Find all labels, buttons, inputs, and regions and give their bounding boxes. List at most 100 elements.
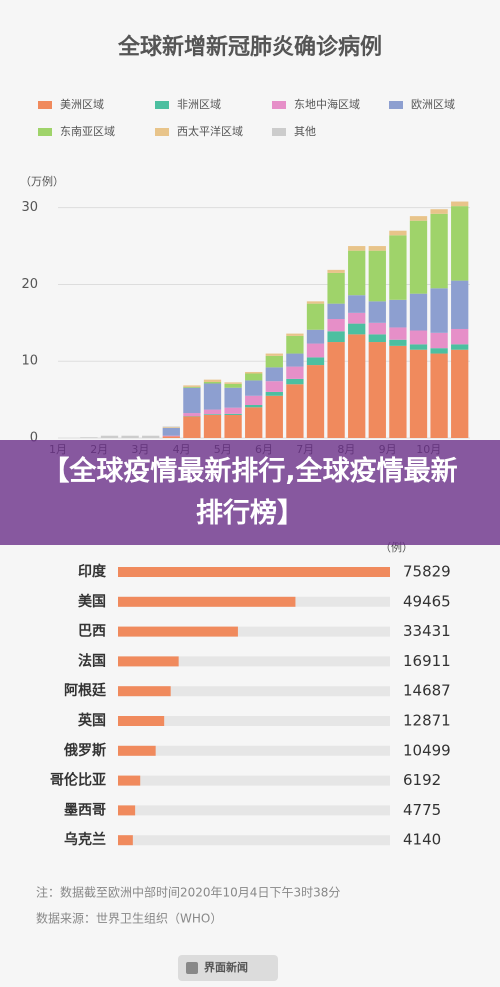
bar-segment: [224, 383, 242, 388]
bar-segment: [389, 230, 407, 236]
legend-swatch: [155, 128, 169, 136]
bar-track: [118, 656, 390, 667]
bar-segment: [409, 349, 428, 438]
bar-segment: [183, 386, 201, 388]
value-label: 33431: [403, 622, 451, 640]
bar-segment: [327, 319, 345, 332]
bar: [118, 686, 171, 697]
bar-segment: [162, 436, 180, 438]
bar: [118, 775, 141, 786]
bar-segment: [245, 380, 263, 396]
bar-segment: [286, 333, 304, 336]
bar-segment: [183, 413, 201, 417]
value-label: 16911: [403, 652, 451, 670]
bar-segment: [162, 428, 180, 436]
bar-segment: [265, 395, 283, 438]
bar-segment: [368, 301, 386, 323]
bar-segment: [286, 335, 304, 354]
bar-segment: [286, 353, 304, 367]
bar-segment: [348, 323, 366, 335]
bar-track: [118, 805, 390, 816]
bar-segment: [368, 342, 386, 438]
chart-title: 全球新增新冠肺炎确诊病例: [117, 34, 382, 60]
bar-segment: [306, 329, 325, 344]
footer-box: [178, 955, 278, 981]
footer-icon: [186, 962, 198, 974]
bar-segment: [286, 384, 304, 438]
value-label: 4775: [403, 801, 441, 819]
category-label: 美国: [78, 593, 106, 610]
bar-segment: [162, 435, 180, 437]
category-label: 印度: [78, 563, 107, 580]
bar-segment: [224, 414, 242, 438]
bar-segment: [327, 331, 345, 343]
category-label: 阿根廷: [64, 682, 107, 699]
category-label: 墨西哥: [64, 802, 106, 818]
legend-swatch: [38, 128, 52, 136]
bar-segment: [142, 435, 160, 438]
category-label: 巴西: [78, 624, 106, 640]
bar-segment: [203, 381, 222, 384]
footer-text: 界面新闻: [204, 960, 248, 974]
bar-segment: [100, 435, 119, 438]
bar-track: [118, 686, 390, 697]
bar-segment: [368, 250, 386, 302]
bar-segment: [306, 303, 325, 330]
bar-segment: [306, 357, 325, 366]
bar-segment: [451, 280, 469, 329]
y-tick-label: 20: [21, 277, 38, 292]
bar-segment: [368, 322, 386, 335]
bar-segment: [389, 327, 407, 340]
bar-segment: [203, 379, 222, 382]
bar-segment: [409, 293, 428, 331]
legend-label: 东地中海区域: [294, 97, 360, 111]
bar-segment: [265, 367, 283, 382]
bar-segment: [203, 383, 222, 410]
y-tick-label: 30: [21, 200, 38, 215]
bar-track: [118, 775, 390, 786]
legend-swatch: [155, 101, 169, 109]
bar-segment: [451, 344, 469, 350]
bar-segment: [327, 303, 345, 319]
bar-segment: [224, 413, 242, 415]
bar-segment: [265, 391, 283, 396]
category-label: 法国: [78, 652, 106, 669]
bar: [118, 835, 133, 846]
bar-segment: [265, 381, 283, 392]
bar-segment: [162, 426, 180, 428]
bar-segment: [348, 334, 366, 438]
bar-segment: [306, 365, 325, 438]
bar-segment: [430, 209, 448, 214]
bar-segment: [121, 435, 139, 438]
bar-segment: [389, 235, 407, 300]
legend-swatch: [272, 128, 286, 136]
source: 数据来源：世界卫生组织（WHO）: [36, 911, 222, 926]
bar-segment: [430, 348, 448, 354]
bar-segment: [327, 269, 345, 273]
bar-segment: [348, 312, 366, 324]
bar-segment: [203, 414, 222, 438]
bar-segment: [183, 416, 201, 438]
legend-label: 其他: [294, 125, 316, 138]
bar-segment: [409, 216, 428, 221]
category-label: 哥伦比亚: [50, 772, 106, 789]
bar: [118, 745, 156, 756]
bar-segment: [348, 295, 366, 313]
bar-segment: [327, 272, 345, 304]
legend-label: 非洲区域: [177, 98, 221, 111]
y-tick-label: 0: [30, 431, 38, 446]
bar-track: [118, 835, 390, 846]
legend-label: 欧洲区域: [411, 98, 455, 111]
bar-segment: [245, 407, 263, 438]
bar: [118, 656, 179, 667]
bar: [118, 716, 165, 726]
banner: 【全球疫情最新排行,全球疫情最新排行榜】: [0, 440, 500, 545]
bar-segment: [245, 404, 263, 408]
bar-track: [118, 745, 390, 756]
bar-segment: [348, 250, 366, 296]
y-tick-label: 10: [21, 354, 38, 369]
bar-track: [118, 716, 390, 726]
bar-segment: [430, 213, 448, 289]
bar: [118, 805, 136, 816]
